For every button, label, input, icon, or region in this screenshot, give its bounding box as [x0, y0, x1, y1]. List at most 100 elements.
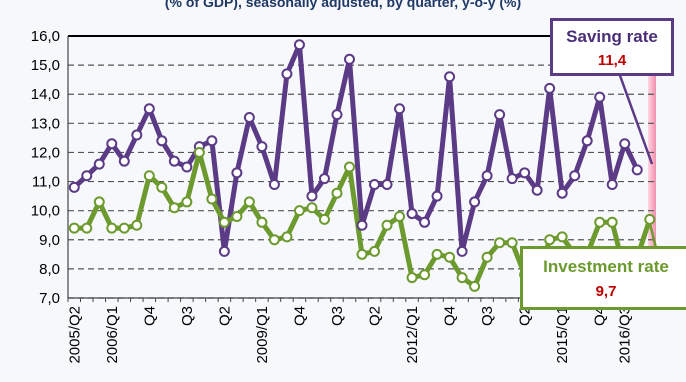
saving-rate-callout: Saving rate 11,4 — [550, 18, 674, 76]
investment-rate-point — [544, 234, 556, 246]
investment-rate-point — [68, 222, 80, 234]
investment-rate-point — [394, 210, 406, 222]
saving-rate-point — [519, 167, 531, 179]
x-tick-label: 2012/Q1 — [404, 306, 421, 364]
saving-rate-point — [419, 216, 431, 228]
saving-rate-point — [569, 170, 581, 182]
saving-rate-point — [343, 53, 355, 65]
investment-rate-point — [343, 161, 355, 173]
investment-rate-point — [431, 248, 443, 260]
saving-rate-point — [406, 208, 418, 220]
saving-rate-point — [469, 196, 481, 208]
saving-rate-point — [256, 141, 268, 153]
saving-rate-point — [381, 178, 393, 190]
investment-rate-point — [143, 170, 155, 182]
saving-rate-point — [68, 181, 80, 193]
x-tick-label: 2015/Q1 — [554, 306, 571, 364]
investment-rate-point — [481, 251, 493, 263]
investment-rate-point — [444, 251, 456, 263]
x-tick-label: Q4 — [592, 306, 609, 326]
saving-rate-point — [594, 91, 606, 103]
y-tick-label: 9,0 — [39, 232, 60, 249]
saving-rate-label: Saving rate — [566, 27, 658, 46]
investment-rate-point — [369, 245, 381, 257]
investment-callout-line — [648, 223, 658, 249]
y-tick-label: 10,0 — [31, 203, 60, 220]
saving-rate-point — [181, 161, 193, 173]
investment-rate-point — [406, 272, 418, 284]
x-tick-label: Q3 — [479, 306, 496, 326]
y-tick-label: 8,0 — [39, 261, 60, 278]
investment-rate-value: 9,7 — [595, 283, 617, 300]
investment-rate-point — [644, 213, 656, 225]
investment-rate-point — [118, 222, 130, 234]
saving-rate-point — [143, 103, 155, 115]
investment-rate-point — [419, 269, 431, 281]
saving-rate-point — [581, 135, 593, 147]
investment-rate-point — [193, 146, 205, 158]
y-tick-label: 14,0 — [31, 86, 60, 103]
y-tick-label: 16,0 — [31, 28, 60, 45]
saving-rate-point — [218, 245, 230, 257]
saving-rate-point — [93, 158, 105, 170]
investment-rate-point — [93, 196, 105, 208]
x-tick-label: Q3 — [179, 306, 196, 326]
saving-rate-point — [131, 129, 143, 141]
investment-rate-point — [106, 222, 118, 234]
investment-rate-point — [81, 222, 93, 234]
saving-rate-value: 11,4 — [597, 52, 627, 69]
x-tick-label: 2009/Q1 — [254, 306, 271, 364]
x-tick-label: Q2 — [367, 306, 384, 326]
saving-rate-point — [293, 39, 305, 51]
investment-rate-point — [156, 181, 168, 193]
saving-rate-point — [106, 138, 118, 150]
x-tick-label: Q2 — [216, 306, 233, 326]
saving-rate-point — [619, 138, 631, 150]
saving-rate-point — [556, 187, 568, 199]
saving-rate-point — [494, 109, 506, 121]
y-tick-label: 12,0 — [31, 144, 60, 161]
saving-rate-point — [231, 167, 243, 179]
saving-rate-point — [506, 173, 518, 185]
investment-rate-point — [606, 216, 618, 228]
saving-rate-line — [71, 42, 640, 254]
saving-rate-point — [168, 155, 180, 167]
x-tick-label: Q2 — [517, 306, 534, 326]
investment-rate-callout: Investment rate 9,7 — [520, 246, 686, 310]
saving-rate-point — [544, 82, 556, 94]
investment-rate-point — [318, 213, 330, 225]
investment-rate-point — [506, 237, 518, 249]
saving-rate-point — [281, 68, 293, 80]
investment-rate-point — [293, 205, 305, 217]
investment-rate-point — [381, 219, 393, 231]
investment-rate-point — [168, 202, 180, 214]
saving-rate-point — [206, 135, 218, 147]
saving-callout-line — [616, 69, 654, 165]
investment-rate-point — [594, 216, 606, 228]
investment-rate-point — [331, 187, 343, 199]
saving-rate-point — [456, 245, 468, 257]
saving-rate-point — [394, 103, 406, 115]
x-tick-label: 2016/Q3 — [617, 306, 634, 364]
investment-rate-point — [469, 280, 481, 292]
saving-rate-point — [318, 173, 330, 185]
x-tick-label: Q4 — [442, 306, 459, 326]
saving-rate-point — [356, 219, 368, 231]
investment-rate-point — [281, 231, 293, 243]
saving-rate-point — [243, 112, 255, 124]
investment-rate-point — [218, 216, 230, 228]
investment-rate-point — [356, 248, 368, 260]
y-tick-label: 11,0 — [32, 174, 60, 191]
investment-rate-point — [456, 272, 468, 284]
investment-rate-label: Investment rate — [543, 257, 669, 276]
investment-rate-point — [268, 234, 280, 246]
x-tick-label: 2006/Q1 — [104, 306, 121, 364]
x-tick-label: Q4 — [291, 306, 308, 326]
saving-rate-point — [444, 71, 456, 83]
x-tick-label: Q4 — [141, 306, 158, 326]
saving-rate-point — [118, 155, 130, 167]
saving-rate-point — [606, 178, 618, 190]
chart-title: (% of GDP), seasonally adjusted, by quar… — [164, 0, 522, 10]
